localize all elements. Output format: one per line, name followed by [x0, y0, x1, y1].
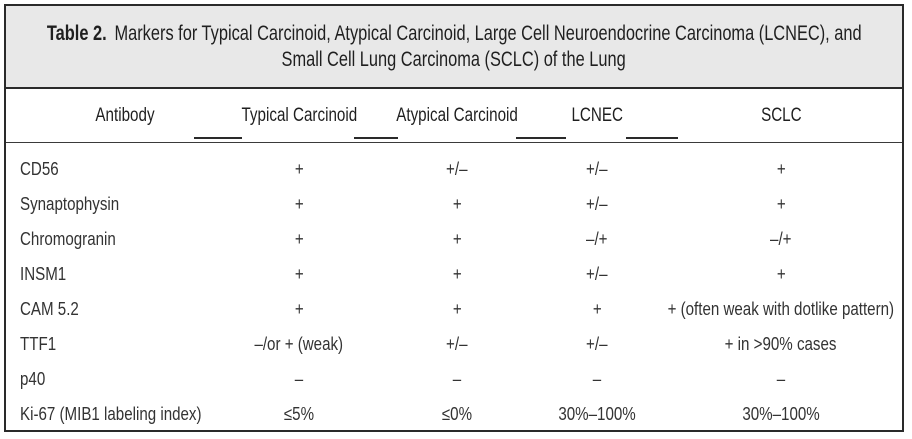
- cell-lcnec: +: [592, 299, 602, 319]
- table-row: Ki-67 (MIB1 labeling index) ≤5% ≤0% 30%–100…: [6, 397, 902, 432]
- cell-typical-carcinoid: –/or + (weak): [254, 334, 344, 354]
- table-row: TTF1 –/or + (weak) +/– +/– + in >90% cases: [6, 327, 902, 362]
- cell-typical-carcinoid: +: [294, 194, 304, 214]
- cell-typical-carcinoid: ≤5%: [283, 404, 315, 424]
- cell-atypical-carcinoid: +/–: [446, 159, 468, 179]
- table-row: Chromogranin + + –/+ –/+: [6, 222, 902, 257]
- table-row: p40 – – – –: [6, 362, 902, 397]
- table-body: CD56 + +/– +/– + Synaptophysin + + +/– + Chromogra…: [6, 152, 902, 432]
- cell-antibody: Synaptophysin: [20, 194, 120, 214]
- cell-atypical-carcinoid: +/–: [446, 334, 468, 354]
- cell-atypical-carcinoid: +: [452, 229, 462, 249]
- header-typical-carcinoid: Typical Carcinoid: [241, 104, 357, 126]
- header-atypical-carcinoid: Atypical Carcinoid: [396, 104, 518, 126]
- cell-sclc: +: [776, 194, 786, 214]
- header-rule: [626, 137, 678, 139]
- cell-lcnec: –: [592, 369, 602, 389]
- cell-lcnec: 30%–100%: [558, 404, 636, 424]
- header-sclc: SCLC: [760, 104, 802, 126]
- table-row: INSM1 + + +/– +: [6, 257, 902, 292]
- cell-lcnec: +/–: [586, 194, 608, 214]
- cell-antibody: TTF1: [20, 334, 57, 354]
- cell-lcnec: –/+: [586, 229, 608, 249]
- table-label: Table 2.: [46, 21, 107, 45]
- cell-antibody: CAM 5.2: [20, 299, 79, 319]
- cell-sclc: +: [776, 159, 786, 179]
- cell-lcnec: +/–: [586, 264, 608, 284]
- cell-typical-carcinoid: +: [294, 299, 304, 319]
- cell-antibody: Ki-67 (MIB1 labeling index): [20, 404, 202, 424]
- cell-sclc: +: [776, 264, 786, 284]
- column-header-row: Antibody Typical Carcinoid Atypical Carc…: [6, 89, 902, 143]
- cell-sclc: + in >90% cases: [725, 334, 837, 354]
- cell-sclc: + (often weak with dotlike pattern): [667, 299, 895, 319]
- caption-line-1: Table 2. Markers for Typical Carcinoid, A…: [47, 21, 862, 47]
- header-rule: [354, 137, 398, 139]
- header-rule: [516, 137, 566, 139]
- cell-typical-carcinoid: –: [294, 369, 304, 389]
- cell-antibody: INSM1: [20, 264, 67, 284]
- table-row: CD56 + +/– +/– +: [6, 152, 902, 187]
- table-row: Synaptophysin + + +/– +: [6, 187, 902, 222]
- cell-antibody: p40: [20, 369, 46, 389]
- cell-atypical-carcinoid: +: [452, 299, 462, 319]
- table-row: CAM 5.2 + + + + (often weak with dotlike pat…: [6, 292, 902, 327]
- cell-typical-carcinoid: +: [294, 229, 304, 249]
- header-antibody: Antibody: [95, 104, 155, 126]
- table-frame: Table 2. Markers for Typical Carcinoid, A…: [4, 4, 904, 432]
- table-caption: Table 2. Markers for Typical Carcinoid, A…: [6, 6, 902, 89]
- cell-typical-carcinoid: +: [294, 159, 304, 179]
- cell-antibody: Chromogranin: [20, 229, 116, 249]
- cell-antibody: CD56: [20, 159, 59, 179]
- cell-typical-carcinoid: +: [294, 264, 304, 284]
- cell-lcnec: +/–: [586, 334, 608, 354]
- cell-atypical-carcinoid: +: [452, 194, 462, 214]
- cell-sclc: –: [776, 369, 786, 389]
- header-lcnec: LCNEC: [571, 104, 623, 126]
- cell-lcnec: +/–: [586, 159, 608, 179]
- cell-sclc: 30%–100%: [742, 404, 820, 424]
- caption-line-2: Small Cell Lung Carcinoma (SCLC) of the …: [282, 47, 626, 73]
- cell-atypical-carcinoid: –: [452, 369, 462, 389]
- cell-atypical-carcinoid: ≤0%: [441, 404, 473, 424]
- cell-atypical-carcinoid: +: [452, 264, 462, 284]
- caption-text-1: Markers for Typical Carcinoid, Atypical …: [114, 21, 862, 45]
- cell-sclc: –/+: [770, 229, 792, 249]
- header-rule: [194, 137, 242, 139]
- caption-text-2: Small Cell Lung Carcinoma (SCLC) of the …: [281, 47, 627, 71]
